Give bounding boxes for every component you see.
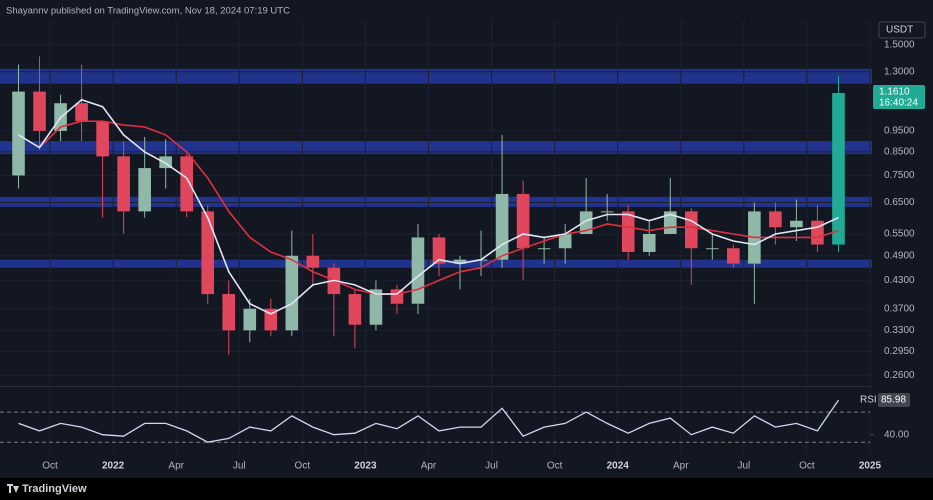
candle-body	[642, 233, 656, 252]
x-tick-label: Oct	[295, 461, 311, 472]
candle-body	[790, 220, 803, 228]
y-tick-label: 0.6500	[884, 197, 915, 208]
support-resistance-zone	[0, 68, 872, 84]
y-tick-label: 0.2600	[884, 370, 915, 381]
candle-body	[33, 91, 46, 131]
y-tick-label: 0.2950	[884, 346, 915, 357]
y-tick-label: 1.5000	[884, 39, 915, 50]
y-tick-label: 0.3700	[884, 303, 915, 314]
candle-body	[12, 91, 25, 176]
candle-body	[75, 103, 88, 122]
x-tick-label: Jul	[233, 461, 246, 472]
candle-body	[832, 93, 845, 245]
candle-body	[727, 248, 740, 264]
support-resistance-zone	[0, 259, 872, 268]
candle-body	[706, 248, 719, 250]
rsi-name: RSI	[860, 395, 877, 406]
x-tick-label: Apr	[168, 461, 184, 472]
last-price-box	[873, 85, 925, 110]
rsi-line	[18, 399, 840, 443]
candle-body	[621, 211, 635, 252]
countdown-label: 16:40:24	[879, 98, 918, 109]
candle-body	[306, 255, 320, 268]
candle-body	[285, 255, 299, 331]
candle-body	[222, 294, 236, 331]
candle-body	[348, 294, 362, 325]
footer-logo	[7, 484, 19, 493]
y-tick-label: 0.9500	[884, 126, 915, 137]
x-tick-label: 2023	[354, 461, 377, 472]
support-resistance-zone	[0, 141, 872, 155]
x-tick-label: 2025	[859, 461, 882, 472]
candle-body	[811, 220, 824, 245]
x-tick-label: Oct	[42, 461, 58, 472]
currency: USDT	[886, 25, 913, 36]
moving-average-line	[18, 98, 839, 315]
candle-body	[558, 233, 572, 249]
y-tick-label: 0.5500	[884, 229, 915, 240]
candle-body	[537, 248, 551, 250]
candle-body	[264, 308, 278, 331]
x-tick-label: Oct	[547, 461, 563, 472]
candle-body	[684, 211, 698, 249]
rsi-tick-label: 40.00	[884, 429, 909, 440]
footer-bar	[0, 478, 933, 500]
candle-body	[411, 237, 425, 304]
y-tick-label: 0.8500	[884, 147, 915, 158]
x-tick-label: Apr	[673, 461, 689, 472]
x-tick-label: Jul	[485, 461, 498, 472]
candle-body	[432, 237, 446, 264]
y-tick-label: 0.4900	[884, 250, 915, 261]
candle-body	[516, 193, 530, 249]
candle-body	[201, 211, 215, 295]
candle-body	[453, 259, 467, 264]
y-tick-label: 0.3300	[884, 325, 915, 336]
candle-body	[243, 308, 257, 331]
x-tick-label: 2022	[102, 461, 125, 472]
support-resistance-zone	[0, 196, 872, 207]
candle-body	[96, 121, 109, 157]
currency-box	[878, 21, 926, 39]
y-tick-label: 0.7500	[884, 170, 915, 181]
x-tick-label: Jul	[737, 461, 750, 472]
last-price-label: 1.1610	[879, 87, 910, 98]
rsi-value-box	[878, 393, 910, 408]
candle-body	[579, 211, 593, 234]
candle-body	[390, 289, 404, 304]
publisher-header: Shayannv published on TradingView.com, N…	[6, 6, 290, 17]
y-tick-label: 0.4300	[884, 275, 915, 286]
candle-body	[600, 211, 614, 213]
candle-body	[369, 289, 383, 325]
candle-body	[117, 156, 130, 212]
x-tick-label: Oct	[799, 461, 815, 472]
x-tick-label: Apr	[421, 461, 437, 472]
candle-body	[138, 168, 151, 212]
x-tick-label: 2024	[607, 461, 630, 472]
y-tick-label: 1.3000	[884, 66, 915, 77]
candle-body	[159, 156, 172, 169]
rsi-value-label: 85.98	[881, 395, 906, 406]
footer-brand: TradingView	[22, 483, 87, 495]
candle-body	[180, 156, 194, 212]
candle-body	[495, 193, 509, 260]
candle-body	[769, 211, 782, 228]
